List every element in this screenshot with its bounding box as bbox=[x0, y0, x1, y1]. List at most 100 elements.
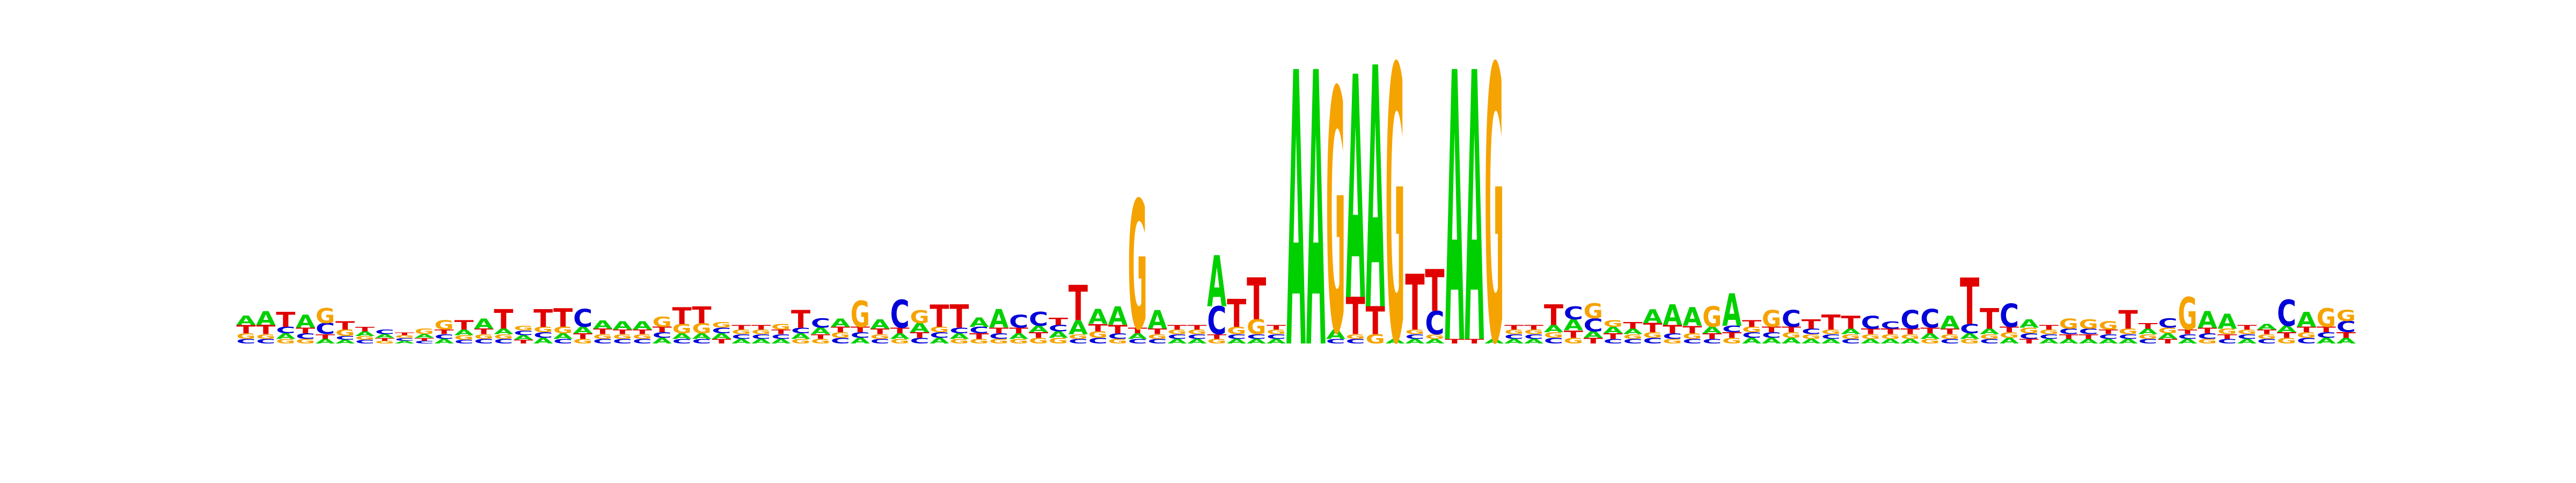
logo-letter-G: G bbox=[1425, 333, 1444, 340]
logo-letter-T: T bbox=[712, 338, 731, 345]
logo-letter-T: T bbox=[1405, 259, 1424, 348]
logo-letter-C: C bbox=[2178, 333, 2197, 341]
logo-letter-C: C bbox=[1029, 309, 1048, 331]
logo-letter-A: A bbox=[395, 340, 414, 344]
logo-letter-T: T bbox=[2277, 331, 2297, 340]
logo-letter-G: G bbox=[2218, 327, 2237, 336]
logo-letter-A: A bbox=[969, 315, 989, 330]
logo-letter-G: G bbox=[1604, 318, 1623, 328]
logo-letter-C: C bbox=[1742, 331, 1761, 340]
logo-letter-T: T bbox=[1782, 325, 1802, 334]
logo-letter-A: A bbox=[1366, 0, 1386, 385]
logo-letter-A: A bbox=[1425, 338, 1445, 345]
logo-letter-C: C bbox=[415, 340, 434, 345]
logo-letter-T: T bbox=[2178, 328, 2197, 336]
logo-column: A bbox=[1306, 0, 1326, 433]
logo-letter-T: T bbox=[1108, 323, 1128, 336]
logo-letter-T: T bbox=[2237, 324, 2257, 331]
logo-letter-G: G bbox=[1069, 333, 1088, 340]
logo-letter-C: C bbox=[1643, 336, 1662, 346]
logo-letter-G: G bbox=[2277, 336, 2296, 346]
logo-letter-G: G bbox=[1682, 332, 1702, 341]
logo-letter-A: A bbox=[1445, 0, 1465, 427]
logo-letter-T: T bbox=[1247, 266, 1266, 333]
logo-letter-A: A bbox=[1564, 317, 1583, 334]
logo-letter-A: A bbox=[593, 318, 612, 331]
logo-letter-C: C bbox=[1128, 338, 1147, 345]
logo-letter-C: C bbox=[2118, 333, 2138, 341]
logo-letter-C: C bbox=[2000, 297, 2019, 334]
logo-letter-A: A bbox=[276, 332, 296, 341]
logo-letter-G: G bbox=[1920, 338, 1940, 345]
logo-letter-A: A bbox=[415, 333, 434, 339]
logo-letter-T: T bbox=[692, 302, 711, 329]
logo-letter-A: A bbox=[1128, 332, 1148, 341]
logo-letter-A: A bbox=[2297, 308, 2316, 332]
logo-letter-A: A bbox=[851, 336, 870, 346]
logo-letter-T: T bbox=[910, 331, 930, 340]
logo-letter-G: G bbox=[1960, 338, 1979, 345]
logo-letter-G: G bbox=[949, 338, 969, 345]
logo-letter-T: T bbox=[1742, 319, 1761, 329]
logo-letter-T: T bbox=[890, 326, 910, 335]
logo-letter-C: C bbox=[1900, 305, 1920, 335]
logo-letter-A: A bbox=[1385, 338, 1405, 345]
logo-column: A bbox=[1286, 0, 1306, 433]
logo-letter-G: G bbox=[1247, 316, 1266, 339]
logo-letter-G: G bbox=[474, 333, 493, 340]
logo-letter-A: A bbox=[910, 320, 930, 335]
logo-letter-G: G bbox=[1326, 22, 1345, 408]
logo-column: CAG bbox=[1326, 22, 1346, 408]
logo-letter-A: A bbox=[1069, 316, 1088, 339]
logo-letter-G: G bbox=[1663, 338, 1682, 345]
logo-letter-T: T bbox=[2198, 326, 2218, 335]
logo-letter-A: A bbox=[533, 336, 553, 346]
logo-letter-G: G bbox=[1802, 333, 1821, 340]
logo-letter-A: A bbox=[1782, 336, 1802, 346]
logo-letter-A: A bbox=[2039, 338, 2059, 345]
logo-letter-T: T bbox=[1643, 320, 1662, 335]
logo-letter-A: A bbox=[1880, 338, 1900, 345]
logo-letter-A: A bbox=[1940, 312, 1960, 333]
logo-letter-A: A bbox=[1584, 330, 1603, 340]
logo-letter-G: G bbox=[1841, 333, 1861, 340]
logo-letter-C: C bbox=[633, 338, 652, 345]
logo-letter-A: A bbox=[1286, 0, 1306, 433]
logo-letter-C: C bbox=[2277, 293, 2296, 334]
logo-letter-A: A bbox=[653, 336, 672, 346]
logo-letter-A: A bbox=[1029, 324, 1048, 334]
logo-columns: CGTACGTAGACTGCTAATCGACGTCGATGTACACGTCTAG… bbox=[236, 0, 2356, 433]
logo-letter-G: G bbox=[1207, 338, 1226, 345]
logo-letter-A: A bbox=[1643, 305, 1662, 327]
logo-letter-A: A bbox=[672, 332, 692, 341]
logo-letter-T: T bbox=[2218, 333, 2237, 341]
logo-letter-A: A bbox=[1247, 338, 1267, 345]
logo-letter-A: A bbox=[2079, 338, 2099, 345]
logo-letter-T: T bbox=[355, 326, 375, 333]
logo-letter-T: T bbox=[613, 328, 632, 336]
logo-letter-C: C bbox=[1346, 338, 1365, 345]
logo-letter-G: G bbox=[276, 338, 295, 345]
logo-letter-T: T bbox=[2138, 321, 2158, 331]
logo-letter-C: C bbox=[593, 338, 612, 345]
logo-letter-C: C bbox=[2218, 338, 2237, 345]
logo-letter-C: C bbox=[672, 338, 692, 345]
logo-letter-A: A bbox=[989, 304, 1009, 334]
logo-letter-T: T bbox=[1623, 320, 1642, 331]
logo-letter-G: G bbox=[454, 334, 473, 341]
